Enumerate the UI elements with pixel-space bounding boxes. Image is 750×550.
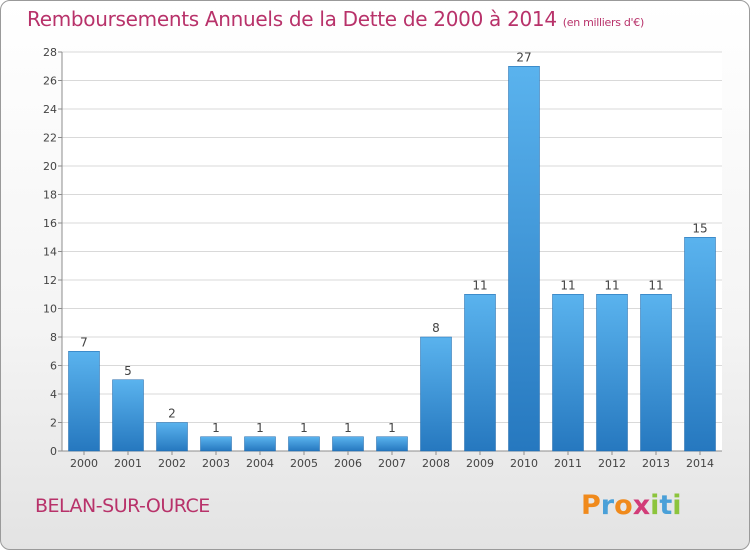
proxiti-logo: Proxiti: [581, 490, 682, 521]
bar: [112, 379, 144, 452]
logo-letter: t: [659, 490, 673, 521]
bar-value-label: 15: [692, 221, 707, 235]
y-tick-label: 6: [50, 360, 57, 373]
y-tick-label: 0: [50, 445, 57, 458]
y-tick-label: 12: [43, 274, 57, 287]
bar-value-label: 1: [256, 421, 264, 435]
x-tick-label: 2005: [290, 457, 318, 470]
bar: [156, 422, 188, 452]
y-tick-label: 26: [43, 75, 57, 88]
logo-letter: i: [650, 490, 660, 521]
bar-value-label: 11: [472, 278, 487, 292]
bar: [420, 336, 452, 452]
x-tick-label: 2001: [114, 457, 142, 470]
bar: [288, 436, 320, 452]
logo-letter: r: [600, 490, 615, 521]
y-tick-label: 22: [43, 132, 57, 145]
bar: [640, 294, 672, 452]
x-tick-label: 2000: [70, 457, 98, 470]
x-tick-label: 2013: [642, 457, 670, 470]
x-tick-label: 2002: [158, 457, 186, 470]
bar: [244, 436, 276, 452]
unit-label: (en milliers d'€): [562, 16, 644, 29]
y-tick-label: 14: [43, 246, 57, 259]
bar-value-label: 11: [560, 278, 575, 292]
logo-letter: i: [672, 490, 682, 521]
bar-value-label: 1: [388, 421, 396, 435]
bar-value-label: 1: [300, 421, 308, 435]
city-name: BELAN-SUR-OURCE: [35, 495, 210, 517]
y-tick-label: 28: [43, 46, 57, 59]
x-tick-label: 2012: [598, 457, 626, 470]
bar: [332, 436, 364, 452]
y-tick-label: 8: [50, 331, 57, 344]
bar-value-label: 27: [516, 50, 531, 64]
x-tick-label: 2003: [202, 457, 230, 470]
bar: [552, 294, 584, 452]
x-tick-label: 2004: [246, 457, 274, 470]
y-tick-label: 24: [43, 103, 57, 116]
bar-value-label: 11: [604, 278, 619, 292]
y-tick-label: 20: [43, 160, 57, 173]
chart-title-text: Remboursements Annuels de la Dette de 20…: [27, 7, 557, 31]
x-tick-label: 2006: [334, 457, 362, 470]
bar: [68, 351, 100, 452]
bar: [508, 66, 540, 452]
y-tick-label: 4: [50, 388, 57, 401]
logo-letter: x: [632, 490, 651, 521]
bar-value-label: 5: [124, 364, 132, 378]
y-tick-label: 10: [43, 303, 57, 316]
x-tick-label: 2010: [510, 457, 538, 470]
bar: [376, 436, 408, 452]
bar: [200, 436, 232, 452]
bar: [684, 237, 716, 452]
x-tick-label: 2014: [686, 457, 714, 470]
logo-letter: o: [614, 490, 633, 521]
y-tick-label: 2: [50, 417, 57, 430]
bar-value-label: 1: [212, 421, 220, 435]
bar: [596, 294, 628, 452]
x-tick-label: 2007: [378, 457, 406, 470]
y-tick-label: 16: [43, 217, 57, 230]
bar: [464, 294, 496, 452]
bar-value-label: 11: [648, 278, 663, 292]
x-tick-label: 2008: [422, 457, 450, 470]
bar-value-label: 2: [168, 407, 176, 421]
x-tick-label: 2009: [466, 457, 494, 470]
chart-title: Remboursements Annuels de la Dette de 20…: [27, 7, 644, 31]
logo-letter: P: [581, 490, 601, 521]
y-tick-label: 18: [43, 189, 57, 202]
x-tick-label: 2011: [554, 457, 582, 470]
bar-value-label: 7: [80, 335, 88, 349]
bar-value-label: 1: [344, 421, 352, 435]
bar-value-label: 8: [432, 321, 440, 335]
